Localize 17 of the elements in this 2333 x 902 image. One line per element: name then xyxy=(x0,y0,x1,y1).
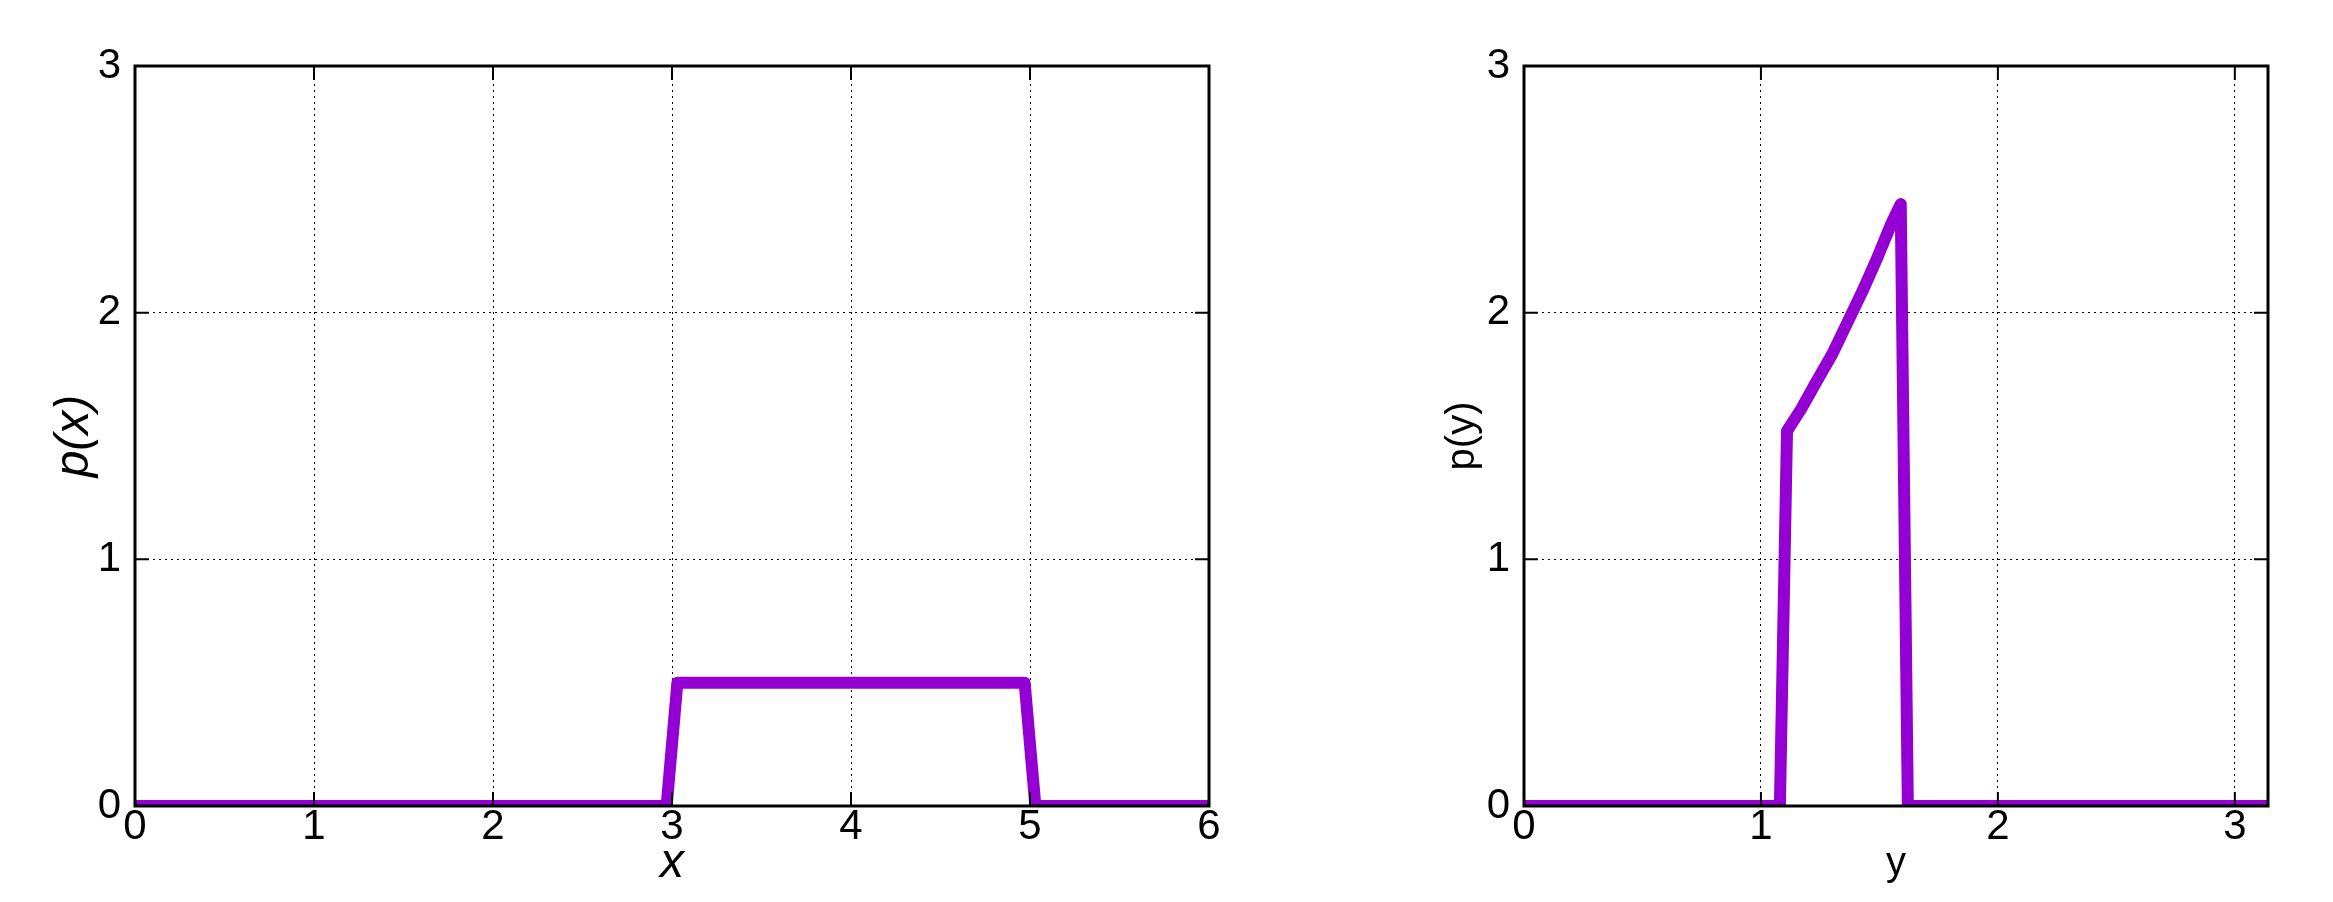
y-tick-label: 3 xyxy=(97,39,121,87)
x-tick-label: 4 xyxy=(839,800,863,848)
y-tick-label: 3 xyxy=(1486,39,1510,87)
y-tick-label: 2 xyxy=(97,286,121,334)
y-axis-title: p(y) xyxy=(1438,401,1483,471)
x-tick-label: 5 xyxy=(1018,800,1042,848)
x-axis-title: y xyxy=(1886,839,1906,884)
x-tick-label: 3 xyxy=(2223,800,2247,848)
x-tick-label: 2 xyxy=(481,800,505,848)
x-tick-label: 1 xyxy=(1749,800,1773,848)
y-tick-label: 1 xyxy=(97,532,121,580)
y-axis-title: p(x) xyxy=(45,394,99,480)
x-tick-label: 6 xyxy=(1197,800,1221,848)
y-tick-label: 1 xyxy=(1486,532,1510,580)
x-tick-label: 2 xyxy=(1986,800,2010,848)
y-tick-label: 2 xyxy=(1486,286,1510,334)
x-tick-label: 1 xyxy=(302,800,326,848)
